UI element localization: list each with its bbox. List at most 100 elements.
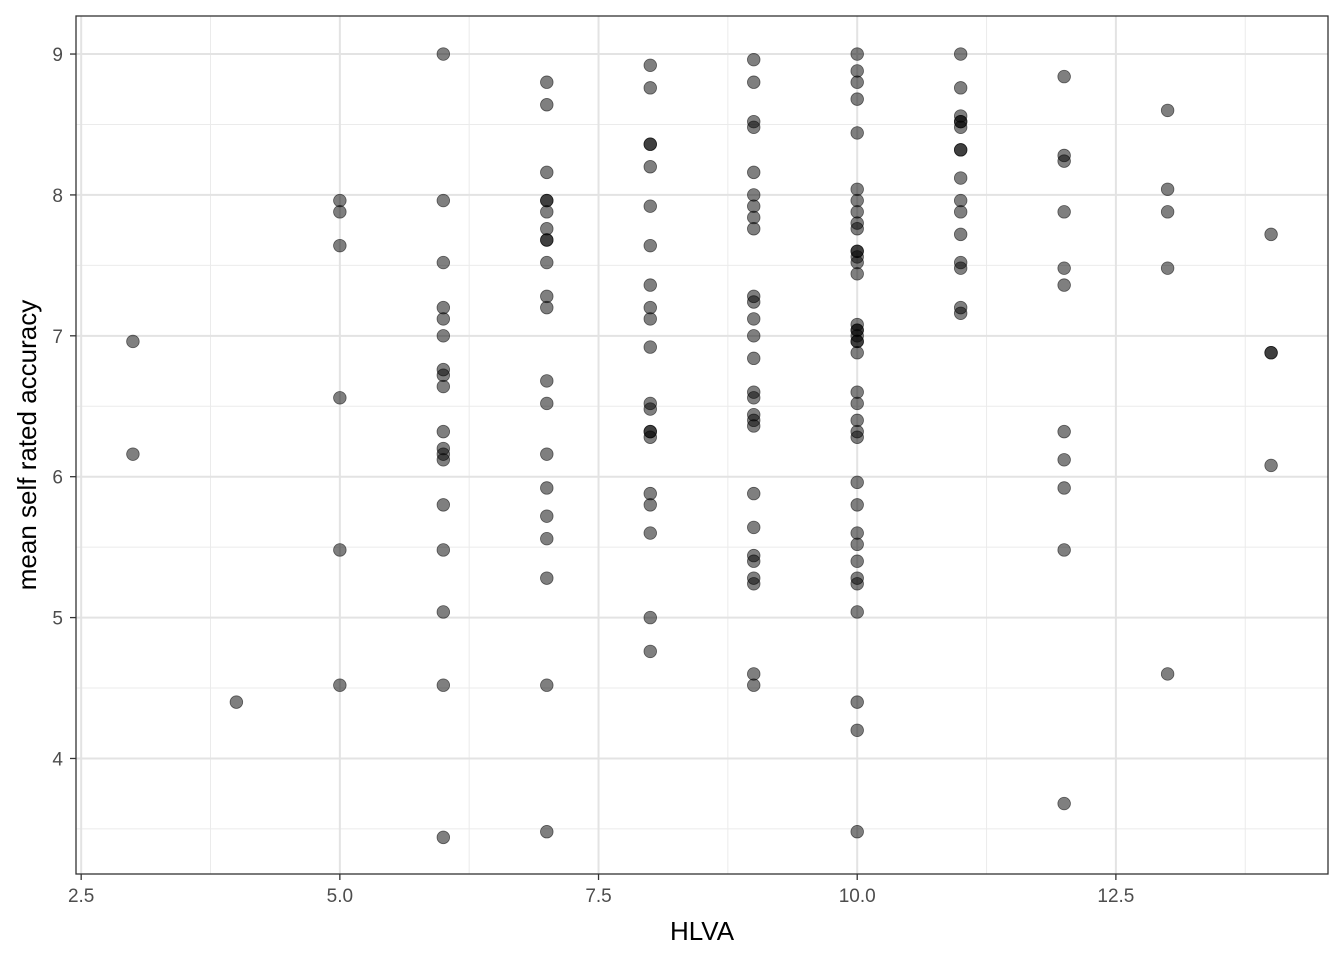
- y-axis-ticks: 4 5 6 7 8 9: [52, 45, 76, 770]
- panel-border: [75, 15, 1329, 875]
- data-point: [850, 385, 864, 399]
- data-point: [1057, 69, 1071, 84]
- data-point: [436, 47, 451, 61]
- y-tick-label: 8: [52, 186, 63, 207]
- data-point: [643, 278, 657, 292]
- data-point: [436, 255, 451, 270]
- data-points: [126, 47, 1278, 845]
- data-point: [747, 520, 761, 535]
- data-point: [540, 98, 554, 112]
- data-point: [643, 312, 657, 326]
- data-point: [747, 391, 761, 405]
- data-point: [747, 312, 761, 326]
- data-point: [850, 413, 864, 428]
- data-point: [850, 695, 864, 709]
- data-point: [747, 678, 761, 692]
- data-point: [850, 825, 864, 839]
- grid-major-lines: [76, 16, 1328, 874]
- data-point: [1160, 205, 1175, 219]
- y-tick-label: 4: [52, 749, 63, 770]
- data-point: [643, 498, 657, 512]
- data-point: [436, 312, 451, 326]
- data-point: [436, 300, 451, 315]
- data-point: [747, 222, 761, 236]
- data-point: [747, 210, 761, 225]
- data-point: [643, 486, 657, 501]
- data-point: [540, 374, 554, 388]
- x-axis-ticks: 2.5 5.0 7.5 10.0 12.5: [68, 874, 1134, 907]
- data-point: [540, 205, 554, 219]
- data-point: [850, 334, 864, 349]
- x-tick-label: 5.0: [327, 886, 353, 907]
- data-point: [540, 678, 554, 692]
- data-point: [850, 430, 864, 444]
- data-point: [747, 419, 761, 433]
- data-point: [1160, 261, 1175, 275]
- data-point: [229, 695, 244, 709]
- data-point: [540, 396, 554, 411]
- data-point: [540, 825, 554, 839]
- data-point: [1057, 796, 1071, 811]
- data-point: [643, 300, 657, 315]
- data-point: [540, 193, 554, 208]
- data-point: [747, 120, 761, 135]
- data-point: [540, 571, 554, 585]
- data-point: [850, 255, 864, 270]
- data-point: [1057, 424, 1071, 439]
- data-point: [1264, 227, 1278, 242]
- data-point: [1057, 278, 1071, 292]
- data-point: [540, 531, 554, 546]
- data-point: [540, 255, 554, 270]
- data-point: [747, 295, 761, 309]
- data-point: [1057, 205, 1071, 219]
- data-point: [126, 447, 140, 461]
- data-point: [953, 120, 968, 135]
- data-point: [643, 402, 657, 416]
- y-tick-label: 5: [52, 609, 63, 630]
- data-point: [747, 667, 761, 681]
- data-point: [953, 193, 968, 208]
- data-point: [850, 554, 864, 568]
- data-point: [1057, 481, 1071, 495]
- y-tick-label: 6: [52, 468, 63, 489]
- grid-minor-lines: [76, 16, 1328, 874]
- data-point: [747, 329, 761, 343]
- data-point: [747, 577, 761, 591]
- data-point: [850, 498, 864, 512]
- data-point: [850, 126, 864, 140]
- data-point: [333, 238, 347, 253]
- data-point: [643, 340, 657, 354]
- x-tick-label: 10.0: [839, 886, 876, 907]
- x-tick-label: 2.5: [68, 886, 94, 907]
- data-point: [643, 58, 657, 73]
- data-point: [436, 678, 451, 692]
- data-point: [850, 182, 864, 196]
- data-point: [540, 509, 554, 523]
- data-point: [333, 543, 347, 557]
- data-point: [747, 199, 761, 213]
- data-point: [1057, 543, 1071, 557]
- data-point: [540, 165, 554, 180]
- data-point: [850, 64, 864, 78]
- data-point: [850, 396, 864, 411]
- data-point: [747, 554, 761, 568]
- data-point: [540, 447, 554, 461]
- data-point: [953, 171, 968, 185]
- data-point: [540, 222, 554, 236]
- data-point: [436, 498, 451, 512]
- data-point: [747, 351, 761, 366]
- data-point: [850, 577, 864, 591]
- data-point: [333, 193, 347, 208]
- data-point: [850, 75, 864, 89]
- data-point: [953, 47, 968, 61]
- data-point: [436, 424, 451, 439]
- data-point: [850, 723, 864, 737]
- y-tick-label: 9: [52, 45, 63, 66]
- data-point: [436, 605, 451, 619]
- data-point: [436, 329, 451, 343]
- data-point: [850, 47, 864, 61]
- data-point: [1160, 182, 1175, 196]
- data-point: [1057, 154, 1071, 168]
